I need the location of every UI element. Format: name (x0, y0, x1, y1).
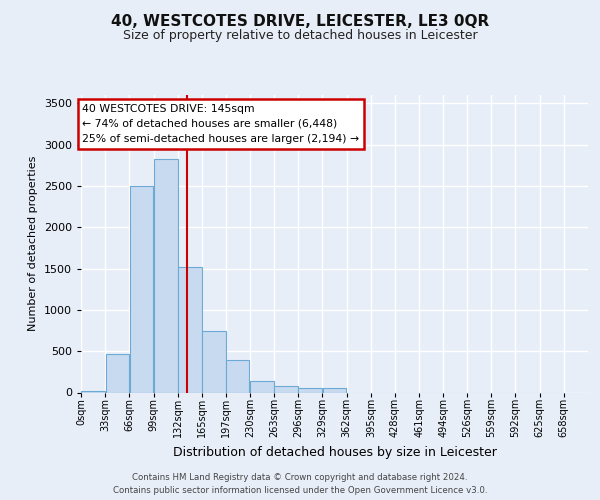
Bar (130, 186, 154, 392)
Text: Contains HM Land Registry data © Crown copyright and database right 2024.
Contai: Contains HM Land Registry data © Crown c… (113, 474, 487, 495)
Bar (154, 160, 178, 392)
Bar (323, 388, 346, 392)
Bar (274, 386, 298, 392)
Text: Size of property relative to detached houses in Leicester: Size of property relative to detached ho… (122, 29, 478, 42)
Y-axis label: Number of detached properties: Number of detached properties (28, 156, 38, 332)
Bar (250, 380, 274, 392)
Bar (298, 388, 322, 392)
X-axis label: Distribution of detached houses by size in Leicester: Distribution of detached houses by size … (173, 446, 496, 459)
Bar (81, 390, 105, 392)
Bar (106, 354, 129, 393)
Text: 40, WESTCOTES DRIVE, LEICESTER, LE3 0QR: 40, WESTCOTES DRIVE, LEICESTER, LE3 0QR (111, 14, 489, 29)
Bar (178, 267, 202, 392)
Text: 40 WESTCOTES DRIVE: 145sqm
← 74% of detached houses are smaller (6,448)
25% of s: 40 WESTCOTES DRIVE: 145sqm ← 74% of deta… (82, 104, 359, 144)
Bar (202, 330, 226, 392)
Bar (226, 360, 250, 392)
